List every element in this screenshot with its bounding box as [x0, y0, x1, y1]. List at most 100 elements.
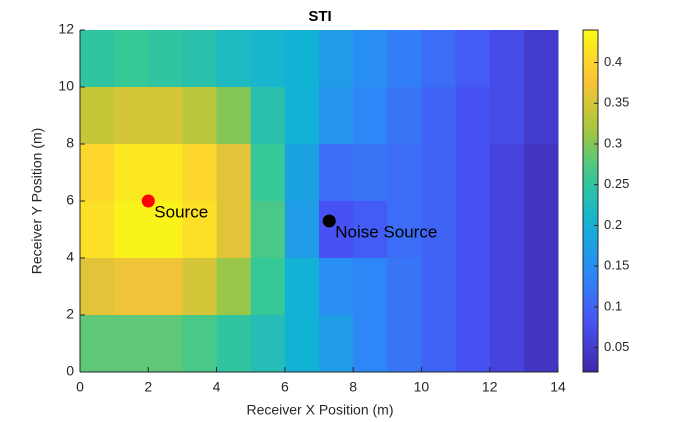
- heat-cell: [455, 30, 491, 88]
- heat-cell: [284, 315, 320, 373]
- heat-cell: [455, 144, 491, 202]
- y-tick-label: 0: [66, 363, 74, 379]
- heat-cell: [114, 315, 149, 373]
- heat-cell: [80, 258, 115, 316]
- heat-cell: [250, 87, 286, 145]
- heat-cell: [387, 87, 422, 145]
- heat-cell: [387, 144, 422, 202]
- heat-cell: [319, 144, 354, 202]
- heat-cell: [80, 30, 115, 88]
- heat-cell: [387, 30, 422, 88]
- heat-cell: [421, 201, 457, 259]
- heat-cell: [216, 144, 252, 202]
- point-marker: [141, 194, 155, 208]
- colorbar-tick-label: 0.05: [604, 339, 629, 354]
- heat-cell: [216, 315, 252, 373]
- chart-title: STI: [308, 8, 331, 25]
- heat-cell: [148, 201, 183, 259]
- colorbar-tick-label: 0.15: [604, 258, 629, 273]
- heat-cell: [80, 315, 115, 373]
- heat-cell: [387, 315, 422, 373]
- heat-cell: [148, 30, 183, 88]
- heat-cell: [353, 201, 388, 259]
- x-tick-label: 12: [482, 379, 498, 395]
- y-tick-label: 4: [66, 249, 74, 265]
- y-tick-label: 2: [66, 306, 74, 322]
- colorbar-tick-label: 0.4: [604, 54, 622, 69]
- heat-cell: [523, 30, 559, 88]
- heat-cell: [523, 87, 559, 145]
- x-tick-label: 10: [414, 379, 430, 395]
- y-tick-label: 12: [58, 21, 74, 37]
- heat-cell: [421, 258, 457, 316]
- heat-cell: [353, 258, 388, 316]
- x-tick-label: 4: [213, 379, 221, 395]
- heat-cell: [182, 87, 218, 145]
- point-marker: [322, 214, 336, 228]
- heat-cell: [455, 258, 491, 316]
- heat-cell: [114, 201, 149, 259]
- heat-cell: [489, 315, 525, 373]
- heat-cell: [250, 201, 286, 259]
- heat-cell: [182, 315, 218, 373]
- heat-cell: [250, 258, 286, 316]
- y-tick-label: 10: [58, 78, 74, 94]
- heat-cell: [182, 30, 218, 88]
- heat-cell: [319, 258, 354, 316]
- heat-cell: [216, 201, 252, 259]
- heat-cell: [319, 201, 354, 259]
- heat-cell: [250, 144, 286, 202]
- heat-cell: [455, 201, 491, 259]
- x-tick-label: 6: [281, 379, 289, 395]
- heat-cell: [114, 258, 149, 316]
- heat-cell: [284, 87, 320, 145]
- heat-cell: [250, 30, 286, 88]
- colorbar-tick-label: 0.1: [604, 298, 622, 313]
- y-axis-label: Receiver Y Position (m): [29, 128, 45, 275]
- colorbar-tick-label: 0.25: [604, 176, 629, 191]
- heat-cell: [489, 87, 525, 145]
- heat-cell: [353, 315, 388, 373]
- heat-cell: [216, 87, 252, 145]
- heat-cell: [489, 258, 525, 316]
- x-tick-label: 2: [144, 379, 152, 395]
- heat-cell: [114, 87, 149, 145]
- colorbar: [582, 29, 599, 373]
- heat-cell: [455, 315, 491, 373]
- x-tick-label: 8: [349, 379, 357, 395]
- heat-cell: [284, 201, 320, 259]
- heat-cell: [284, 258, 320, 316]
- point-label: Noise Source: [335, 222, 437, 241]
- heat-cell: [148, 87, 183, 145]
- heat-cell: [114, 30, 149, 88]
- heat-cell: [182, 144, 218, 202]
- colorbar-tick-label: 0.3: [604, 135, 622, 150]
- heat-cell: [284, 144, 320, 202]
- y-tick-label: 6: [66, 192, 74, 208]
- heat-cell: [489, 144, 525, 202]
- heat-cell: [148, 315, 183, 373]
- heat-cell: [319, 315, 354, 373]
- heat-cell: [353, 30, 388, 88]
- heat-cell: [80, 87, 115, 145]
- heat-cell: [421, 87, 457, 145]
- heat-cell: [284, 30, 320, 88]
- heat-cell: [182, 201, 218, 259]
- heat-cell: [353, 144, 388, 202]
- heat-cell: [523, 315, 559, 373]
- heat-cell: [489, 30, 525, 88]
- heat-cell: [523, 201, 559, 259]
- heat-cell: [182, 258, 218, 316]
- heat-cell: [319, 30, 354, 88]
- heat-cell: [523, 258, 559, 316]
- heat-cell: [148, 144, 183, 202]
- heat-cell: [489, 201, 525, 259]
- heat-cell: [421, 30, 457, 88]
- heat-cell: [353, 87, 388, 145]
- heat-cell: [421, 315, 457, 373]
- heat-cell: [387, 201, 422, 259]
- heat-cell: [455, 87, 491, 145]
- x-tick-label: 14: [550, 379, 566, 395]
- heat-cell: [523, 144, 559, 202]
